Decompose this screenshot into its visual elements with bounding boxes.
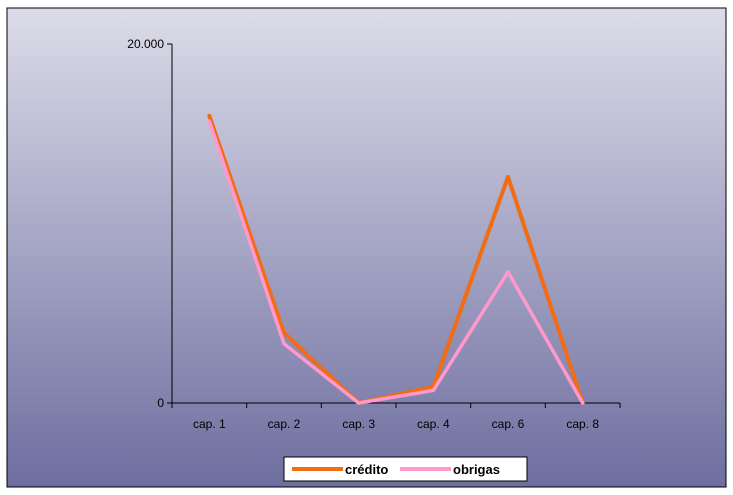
series-line-obrigas (207, 119, 585, 405)
x-tick-label: cap. 2 (268, 417, 301, 431)
x-ticks: cap. 1 cap. 2 cap. 3 cap. 4 cap. 6 cap. 8 (171, 403, 621, 431)
x-tick-label: cap. 1 (193, 417, 226, 431)
x-tick-label: cap. 6 (492, 417, 525, 431)
y-tick-label: 0 (157, 396, 164, 410)
legend-label-credito: crédito (345, 462, 388, 477)
x-tick-label: cap. 4 (417, 417, 450, 431)
legend-label-obrigas: obrigas (453, 462, 500, 477)
chart-area-background (6, 7, 727, 488)
y-ticks: 0 20.000 (127, 37, 172, 410)
series-line-credito (207, 113, 585, 405)
series-lines (207, 113, 585, 405)
y-tick-label: 20.000 (127, 37, 164, 51)
x-tick-label: cap. 3 (342, 417, 375, 431)
x-tick-label: cap. 8 (566, 417, 599, 431)
legend: crédito obrigas (283, 456, 528, 482)
